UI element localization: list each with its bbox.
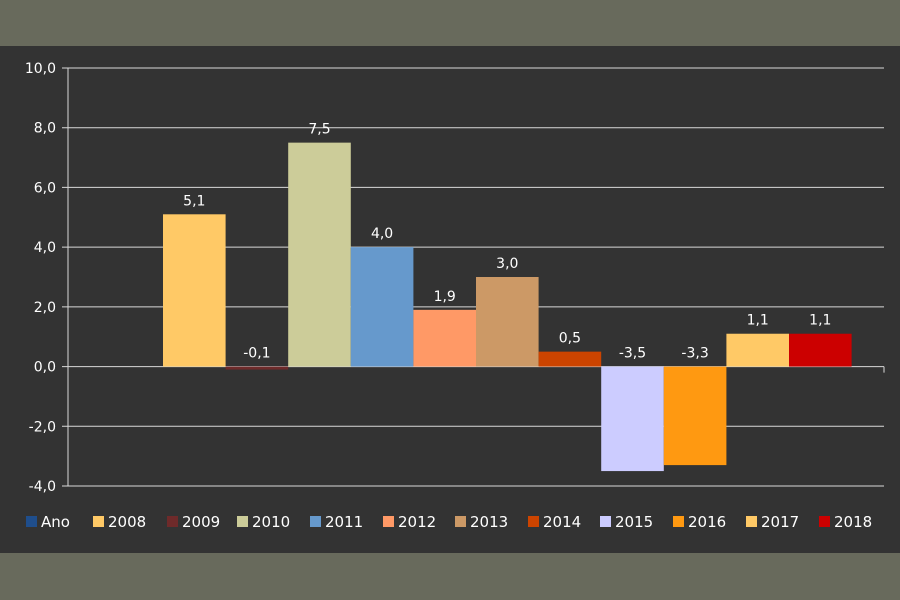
y-tick-label: -2,0	[29, 419, 56, 435]
data-label-2013: 3,0	[496, 256, 518, 272]
data-label-2014: 0,5	[559, 331, 581, 347]
legend-swatch-2016	[673, 516, 684, 527]
bar-2008	[163, 214, 226, 367]
legend-swatch-2013	[455, 516, 466, 527]
legend-swatch-2012	[383, 516, 394, 527]
data-label-2012: 1,9	[434, 289, 456, 305]
legend-swatch-2010	[237, 516, 248, 527]
data-label-2016: -3,3	[681, 346, 708, 362]
bar-2014	[538, 351, 602, 367]
data-label-2015: -3,5	[619, 346, 646, 362]
bar-2009	[225, 366, 289, 370]
data-label-2011: 4,0	[371, 226, 393, 242]
legend-swatch-2008	[93, 516, 104, 527]
legend-swatch-2011	[310, 516, 321, 527]
data-label-2017: 1,1	[747, 313, 769, 329]
legend-label-2008: 2008	[108, 513, 146, 531]
bar-2010	[288, 142, 351, 367]
bar-2018	[789, 333, 852, 367]
data-label-2018: 1,1	[809, 313, 831, 329]
bar-chart: 10,0 8,0 6,0 4,0 2,0 0,0 -2,0 -4,0 5,1 -0,1 7,5 4,0…	[25, 61, 885, 531]
y-tick-label: 10,0	[25, 61, 56, 77]
legend-label-2009: 2009	[182, 513, 220, 531]
y-tick-label: 8,0	[34, 121, 56, 137]
legend-swatch-2014	[528, 516, 539, 527]
bar-2012	[413, 309, 476, 367]
legend-label-2014: 2014	[543, 513, 581, 531]
legend-label-2018: 2018	[834, 513, 872, 531]
bar-2011	[350, 247, 414, 367]
legend-label-2010: 2010	[252, 513, 290, 531]
legend-swatch-Ano	[26, 516, 37, 527]
legend-label-2012: 2012	[398, 513, 436, 531]
y-tick-label: 4,0	[34, 240, 56, 256]
chart-panel: 10,0 8,0 6,0 4,0 2,0 0,0 -2,0 -4,0 5,1 -0,1 7,5 4,0…	[0, 46, 900, 553]
legend-label-2016: 2016	[688, 513, 726, 531]
legend-swatch-2015	[600, 516, 611, 527]
bar-2015	[601, 366, 664, 472]
data-label-2010: 7,5	[308, 122, 330, 138]
y-tick-label: -4,0	[29, 479, 56, 495]
legend-label-2017: 2017	[761, 513, 799, 531]
bar-2016	[663, 366, 727, 466]
y-tick-label: 0,0	[34, 360, 56, 376]
y-tick-label: 2,0	[34, 300, 56, 316]
legend-label-Ano: Ano	[41, 513, 70, 531]
legend-swatch-2009	[167, 516, 178, 527]
legend-label-2011: 2011	[325, 513, 363, 531]
data-label-2009: -0,1	[243, 346, 270, 362]
bar-2017	[726, 333, 789, 367]
legend-swatch-2018	[819, 516, 830, 527]
bar-2013	[476, 277, 539, 367]
legend-label-2013: 2013	[470, 513, 508, 531]
y-tick-label: 6,0	[34, 180, 56, 196]
legend-swatch-2017	[746, 516, 757, 527]
legend-label-2015: 2015	[615, 513, 653, 531]
data-label-2008: 5,1	[183, 193, 205, 209]
